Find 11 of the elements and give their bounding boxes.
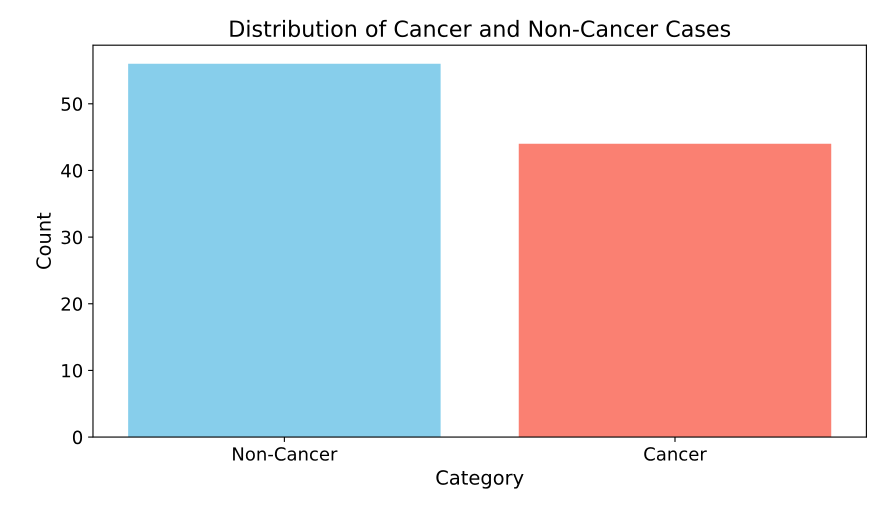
y-axis-title: Count bbox=[36, 212, 51, 269]
y-tick-label: 40 bbox=[61, 164, 82, 178]
y-tick-label: 30 bbox=[62, 230, 82, 244]
x-tick-label: Non-Cancer bbox=[233, 447, 338, 461]
y-tick-label: 0 bbox=[72, 430, 82, 444]
y-tick-label: 50 bbox=[62, 97, 82, 111]
y-tick-label: 20 bbox=[62, 297, 82, 311]
y-tick-label: 10 bbox=[62, 364, 82, 378]
x-tick-label: Cancer bbox=[644, 447, 707, 461]
x-axis-title: Category bbox=[436, 470, 524, 489]
chart-title: Distribution of Cancer and Non-Cancer Cases bbox=[230, 20, 730, 38]
